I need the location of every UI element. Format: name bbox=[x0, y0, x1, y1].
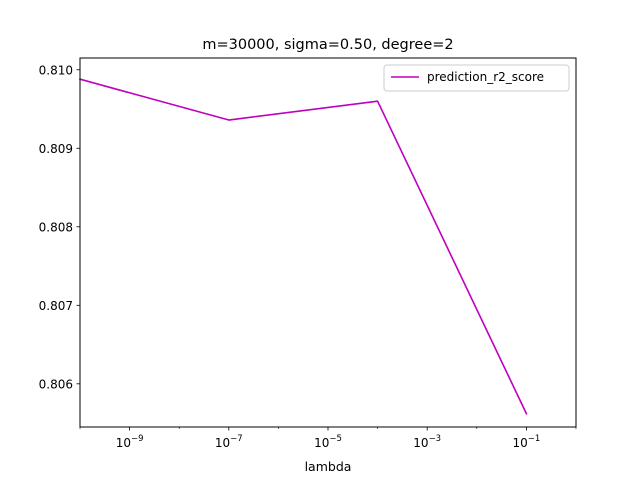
x-tick-label: 10−3 bbox=[413, 434, 441, 450]
x-tick-label-exponent: −3 bbox=[429, 434, 442, 444]
x-tick-label-exponent: −1 bbox=[528, 434, 541, 444]
x-tick-label: 10−9 bbox=[116, 434, 144, 450]
legend-label: prediction_r2_score bbox=[427, 70, 544, 84]
y-tick-label: 0.810 bbox=[39, 63, 73, 77]
x-tick-label-base: 10 bbox=[116, 436, 131, 450]
y-tick-label: 0.807 bbox=[39, 299, 73, 313]
x-axis-label: lambda bbox=[305, 459, 352, 474]
series-line-prediction_r2_score bbox=[79, 78, 528, 415]
y-axis: 0.806 0.807 0.808 0.809 0.810 bbox=[39, 63, 80, 391]
y-tick-label: 0.808 bbox=[39, 220, 73, 234]
x-tick-label-exponent: −7 bbox=[230, 434, 243, 444]
x-axis: 10−9 10−7 10−5 10−3 10−1 bbox=[79, 427, 577, 450]
x-tick-label: 10−7 bbox=[215, 434, 243, 450]
y-tick-label: 0.809 bbox=[39, 142, 73, 156]
x-tick-label-exponent: −5 bbox=[329, 434, 342, 444]
x-tick-label-base: 10 bbox=[215, 436, 230, 450]
chart-title: m=30000, sigma=0.50, degree=2 bbox=[202, 37, 453, 53]
x-tick-label: 10−5 bbox=[314, 434, 342, 450]
x-tick-label-exponent: −9 bbox=[131, 434, 144, 444]
plot-marks bbox=[79, 78, 528, 415]
x-tick-label-base: 10 bbox=[512, 436, 527, 450]
x-tick-label: 10−1 bbox=[512, 434, 540, 450]
legend-box bbox=[383, 64, 570, 92]
legend: prediction_r2_score bbox=[383, 64, 570, 92]
y-tick-label: 0.806 bbox=[39, 377, 73, 391]
x-tick-label-base: 10 bbox=[413, 436, 428, 450]
x-tick-label-base: 10 bbox=[314, 436, 329, 450]
